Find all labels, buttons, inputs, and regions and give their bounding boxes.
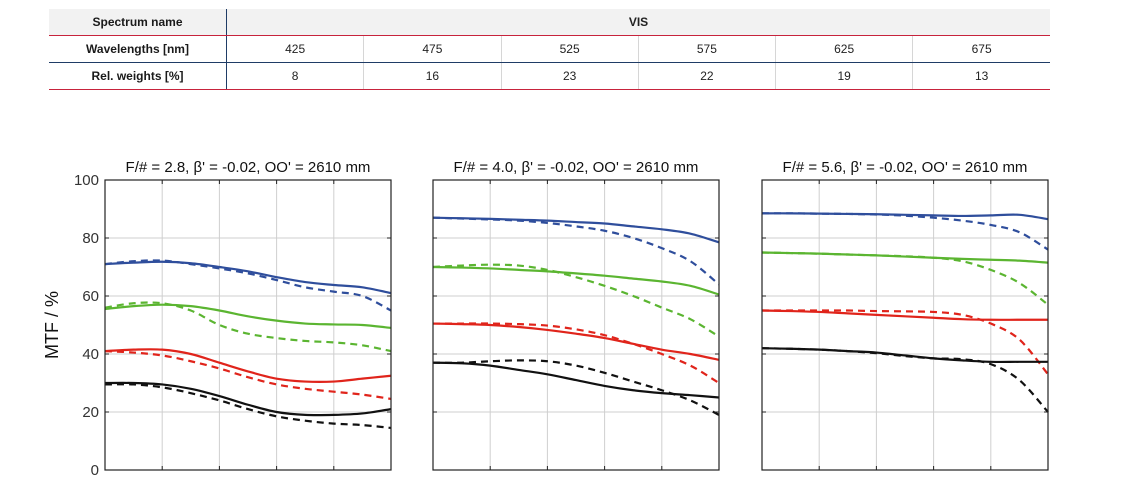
mtf-series-1-solid	[104, 260, 392, 295]
mtf-chart-1: F/# = 2.8, β' = -0.02, OO' = 2610 mm 0 20 4…	[42, 159, 392, 479]
y-tick-label: 60	[82, 288, 99, 305]
spectrum-name-value: VIS	[226, 9, 1050, 36]
wavelength-cell: 475	[363, 35, 502, 63]
weight-cell: 22	[638, 62, 777, 90]
wavelength-cell: 425	[226, 35, 365, 63]
mtf-series-8-dashed	[761, 347, 1049, 413]
mtf-series-5-solid	[761, 309, 1048, 321]
y-tick-label: 20	[82, 404, 99, 421]
plot-area	[762, 180, 1048, 470]
mtf-series-6-dashed	[762, 309, 1049, 375]
weight-cell: 8	[226, 62, 365, 90]
weight-cell: 13	[912, 62, 1050, 90]
y-tick-label: 0	[91, 462, 99, 479]
spectrum-name-row: Spectrum name VIS	[49, 9, 1050, 36]
mtf-series-3-solid	[432, 265, 720, 296]
weights-label: Rel. weights [%]	[49, 62, 227, 90]
wavelength-cell: 675	[912, 35, 1050, 63]
mtf-series-8-dashed	[104, 383, 392, 430]
plot-frame	[761, 179, 1049, 471]
spectrum-name-label: Spectrum name	[49, 9, 227, 36]
mtf-series-5-solid	[432, 322, 720, 361]
mtf-series-6-dashed	[432, 322, 720, 384]
chart-title: F/# = 2.8, β' = -0.02, OO' = 2610 mm	[126, 159, 371, 176]
mtf-series-4-dashed	[761, 251, 1049, 306]
mtf-series-4-dashed	[104, 301, 392, 353]
weight-cell: 23	[501, 62, 639, 90]
y-tick-label: 40	[82, 346, 99, 363]
y-tick-label: 80	[82, 230, 99, 247]
mtf-chart-3: F/# = 5.6, β' = -0.02, OO' = 2610 mm	[761, 159, 1049, 471]
wavelength-cell: 525	[501, 35, 639, 63]
weights-row: Rel. weights [%] 8 16 23 22 19 13	[49, 62, 1050, 90]
mtf-series-3-solid	[104, 303, 392, 329]
wavelength-cell: 575	[638, 35, 777, 63]
chart-title: F/# = 4.0, β' = -0.02, OO' = 2610 mm	[454, 159, 699, 176]
mtf-series-4-dashed	[432, 263, 720, 338]
spectrum-table: Spectrum name VIS Wavelengths [nm] 425 4…	[49, 9, 1050, 90]
mtf-series-2-dashed	[761, 212, 1049, 251]
mtf-series-2-dashed	[432, 216, 720, 286]
wavelengths-row: Wavelengths [nm] 425 475 525 575 625 675	[49, 35, 1050, 63]
wavelength-cell: 625	[775, 35, 914, 63]
plot-frame	[104, 179, 392, 471]
y-tick-label: 100	[74, 172, 99, 189]
wavelengths-label: Wavelengths [nm]	[49, 35, 227, 63]
mtf-series-5-solid	[104, 348, 392, 384]
mtf-chart-2: F/# = 4.0, β' = -0.02, OO' = 2610 mm	[432, 159, 720, 471]
weight-cell: 19	[775, 62, 914, 90]
mtf-series-8-dashed	[432, 359, 720, 416]
plot-frame	[432, 179, 720, 471]
weight-cell: 16	[363, 62, 502, 90]
chart-title: F/# = 5.6, β' = -0.02, OO' = 2610 mm	[783, 159, 1028, 176]
mtf-series-6-dashed	[104, 350, 392, 401]
mtf-series-2-dashed	[104, 259, 392, 312]
mtf-series-7-solid	[104, 381, 392, 417]
y-axis-label: MTF / %	[42, 291, 62, 359]
